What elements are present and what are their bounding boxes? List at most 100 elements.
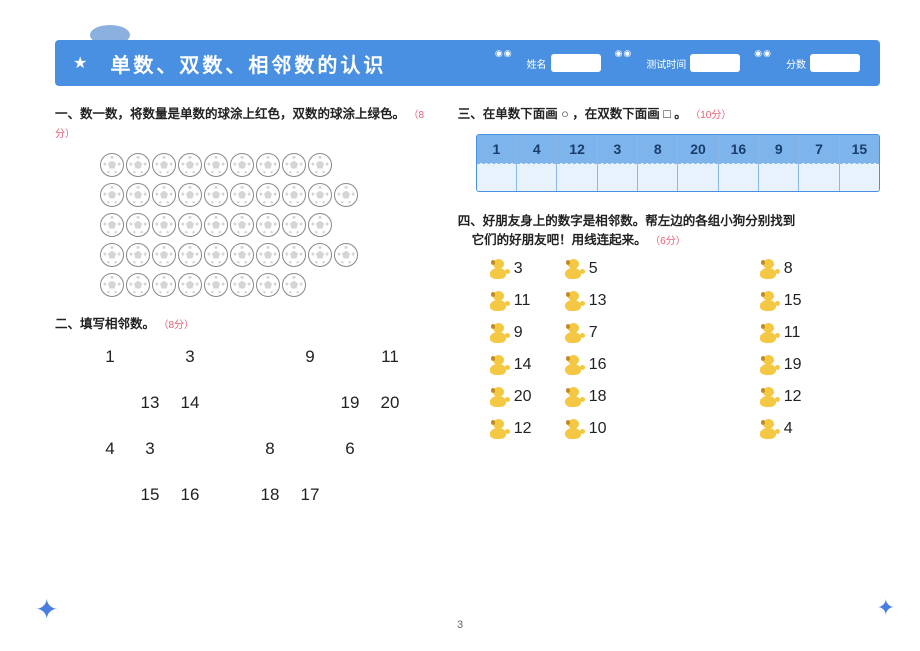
table-header-cell: 16 (719, 135, 758, 163)
soccer-ball-icon (178, 153, 202, 177)
soccer-ball-icon (100, 243, 124, 267)
table-header-cell: 12 (557, 135, 596, 163)
table-answer-cell[interactable] (799, 163, 838, 191)
star-icon: ★ (73, 53, 87, 73)
neighbor-cell (130, 347, 170, 367)
section4-text2: 它们的好朋友吧！用线连起来。 (472, 233, 647, 247)
soccer-ball-icon (100, 153, 124, 177)
star-icon: ✦ (877, 595, 895, 621)
ball-row (100, 153, 428, 177)
neighbor-cell: 6 (330, 439, 370, 459)
dog-pair: 3 (488, 259, 563, 279)
score-input[interactable] (810, 54, 860, 72)
table-answer-cell[interactable] (840, 163, 879, 191)
dog-icon (488, 323, 510, 343)
dog-pair: 14 (488, 355, 563, 375)
neighbor-cell (210, 439, 250, 459)
ball-row (100, 243, 428, 267)
table-answer-cell[interactable] (517, 163, 556, 191)
dog-number: 20 (514, 388, 532, 406)
dog-icon (563, 259, 585, 279)
dog-icon (563, 355, 585, 375)
soccer-ball-icon (204, 213, 228, 237)
neighbor-cell: 14 (170, 393, 210, 413)
soccer-ball-icon (204, 183, 228, 207)
time-input[interactable] (690, 54, 740, 72)
neighbor-cell (210, 485, 250, 505)
score-label: 分数 (786, 56, 806, 71)
table-answer-cell[interactable] (477, 163, 516, 191)
soccer-ball-icon (178, 183, 202, 207)
table-column: 8 (638, 135, 678, 191)
soccer-ball-icon (334, 183, 358, 207)
section1-title: 一、数一数，将数量是单数的球涂上红色，双数的球涂上绿色。 （8分） (55, 105, 428, 143)
soccer-ball-icon (152, 273, 176, 297)
neighbor-cell: 1 (90, 347, 130, 367)
neighbor-row: 4386 (90, 439, 428, 459)
table-answer-cell[interactable] (557, 163, 596, 191)
soccer-ball-icon (178, 243, 202, 267)
dog-icon (758, 323, 780, 343)
dog-icon (758, 419, 780, 439)
name-input[interactable] (551, 54, 601, 72)
page-number: 3 (457, 619, 463, 631)
table-answer-cell[interactable] (638, 163, 677, 191)
dog-row: 111315 (488, 291, 880, 311)
dog-row: 12104 (488, 419, 880, 439)
soccer-ball-icon (334, 243, 358, 267)
table-column: 15 (840, 135, 879, 191)
dog-pair-target: 15 (758, 291, 833, 311)
dog-number: 3 (514, 260, 523, 278)
dog-number: 12 (514, 420, 532, 438)
neighbor-cell (370, 439, 410, 459)
dog-number: 14 (514, 356, 532, 374)
table-answer-cell[interactable] (678, 163, 717, 191)
neighbor-cell: 19 (330, 393, 370, 413)
dog-number: 12 (784, 388, 802, 406)
table-header-cell: 7 (799, 135, 838, 163)
soccer-ball-icon (230, 183, 254, 207)
dog-row: 141619 (488, 355, 880, 375)
table-column: 3 (598, 135, 638, 191)
table-answer-cell[interactable] (719, 163, 758, 191)
ball-row (100, 183, 428, 207)
soccer-ball-icon (126, 273, 150, 297)
dog-icon (488, 387, 510, 407)
table-answer-cell[interactable] (759, 163, 798, 191)
soccer-ball-icon (256, 243, 280, 267)
dog-number: 7 (589, 324, 598, 342)
soccer-ball-icon (230, 213, 254, 237)
soccer-ball-icon (126, 183, 150, 207)
soccer-ball-icon (308, 153, 332, 177)
neighbor-cell: 3 (130, 439, 170, 459)
dog-icon (758, 291, 780, 311)
header-fields: ◉◉ 姓名 ◉◉ 测试时间 ◉◉ 分数 (495, 54, 860, 72)
soccer-ball-icon (100, 183, 124, 207)
soccer-ball-icon (256, 153, 280, 177)
table-column: 7 (799, 135, 839, 191)
right-column: 三、在单数下面画 ○ ，在双数下面画 □ 。 （10分） 14123820169… (443, 105, 880, 621)
table-column: 16 (719, 135, 759, 191)
dog-icon (488, 355, 510, 375)
table-answer-cell[interactable] (598, 163, 637, 191)
section2-text: 二、填写相邻数。 (55, 317, 155, 331)
table-header-cell: 1 (477, 135, 516, 163)
neighbor-cell: 9 (290, 347, 330, 367)
neighbor-row: 13911 (90, 347, 428, 367)
soccer-ball-icon (256, 183, 280, 207)
dog-number: 4 (784, 420, 793, 438)
dog-number: 13 (589, 292, 607, 310)
dog-icon (488, 419, 510, 439)
soccer-ball-icon (282, 183, 306, 207)
soccer-ball-icon (230, 243, 254, 267)
neighbor-cell: 16 (170, 485, 210, 505)
section2-points: （8分） (159, 320, 195, 331)
dog-pair: 5 (563, 259, 638, 279)
soccer-ball-icon (152, 183, 176, 207)
soccer-ball-icon (152, 213, 176, 237)
header-bar: ★ 单数、双数、相邻数的认识 ◉◉ 姓名 ◉◉ 测试时间 ◉◉ 分数 (55, 40, 880, 86)
soccer-ball-icon (152, 153, 176, 177)
ball-grid (100, 153, 428, 297)
soccer-ball-icon (282, 213, 306, 237)
table-column: 12 (557, 135, 597, 191)
